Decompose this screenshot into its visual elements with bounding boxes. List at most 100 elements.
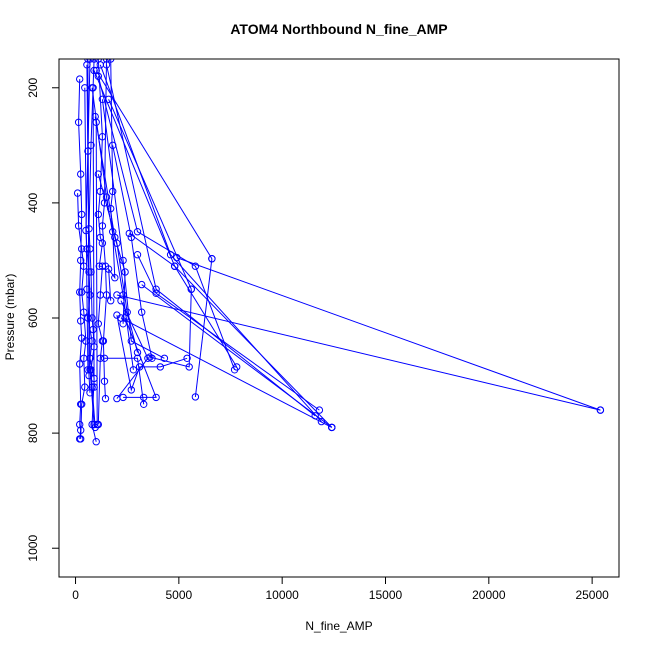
data-point <box>152 393 160 402</box>
x-axis: 0 5000 10000 15000 20000 25000 <box>72 577 609 602</box>
series-line <box>120 317 333 428</box>
series-line <box>93 70 333 428</box>
series-line <box>116 315 188 392</box>
data-point <box>83 61 91 69</box>
data-point <box>73 189 82 197</box>
data-point <box>133 251 142 259</box>
series-line <box>129 232 238 368</box>
data-point <box>191 393 200 401</box>
data-point <box>152 285 160 293</box>
data-point <box>125 229 134 238</box>
data-point <box>90 66 98 75</box>
data-point <box>74 222 83 230</box>
data-point <box>86 366 94 374</box>
data-point <box>171 262 179 270</box>
y-tick-label: 400 <box>26 193 40 213</box>
series-line <box>137 254 320 411</box>
data-point <box>81 84 89 92</box>
data-point <box>133 348 142 357</box>
series-line <box>95 122 98 425</box>
y-tick-label: 600 <box>26 308 40 328</box>
data-point <box>208 255 216 263</box>
data-point <box>156 363 165 371</box>
data-point <box>102 193 111 201</box>
x-tick-label: 10000 <box>265 588 299 602</box>
data-point <box>113 291 121 299</box>
data-point <box>77 256 85 265</box>
data-point <box>102 291 111 299</box>
data-point <box>99 337 108 345</box>
x-tick-label: 20000 <box>472 588 506 602</box>
data-point <box>102 59 111 63</box>
data-point <box>133 354 142 362</box>
series-line <box>86 64 95 425</box>
data-point <box>91 112 99 121</box>
series-line <box>97 173 138 353</box>
series-line <box>97 59 103 425</box>
data-point <box>104 95 113 104</box>
data-point <box>76 75 84 83</box>
data-point <box>86 389 94 397</box>
chart-title: ATOM4 Northbound N_fine_AMP <box>230 21 447 37</box>
data-point <box>92 66 100 75</box>
x-axis-label: N_fine_AMP <box>305 619 372 633</box>
data-point <box>92 438 100 446</box>
data-point <box>596 406 605 414</box>
data-point <box>127 337 136 345</box>
data-point <box>138 308 146 316</box>
series-line <box>95 70 213 259</box>
data-point <box>76 420 84 429</box>
data-point <box>317 417 326 426</box>
data-point <box>96 187 105 196</box>
data-point <box>133 228 142 236</box>
data-point <box>98 239 107 247</box>
data-point <box>93 420 101 429</box>
data-point <box>148 354 156 362</box>
series-line <box>112 145 153 359</box>
data-point <box>81 383 89 391</box>
series-line <box>77 193 87 439</box>
data-point <box>104 265 113 273</box>
data-point <box>94 170 103 178</box>
data-point <box>84 314 92 322</box>
data-point <box>76 360 84 368</box>
data-point <box>315 406 324 414</box>
data-point <box>183 354 191 362</box>
y-tick-label: 1000 <box>26 535 40 562</box>
data-point <box>78 245 86 253</box>
data-point <box>98 222 107 230</box>
data-point <box>127 386 136 394</box>
y-axis: 200 400 600 800 1000 <box>26 77 59 562</box>
data-point <box>109 187 117 196</box>
x-tick-label: 15000 <box>369 588 403 602</box>
data-point <box>94 210 103 219</box>
data-point <box>185 363 193 371</box>
data-point <box>187 285 196 293</box>
data-point <box>90 420 98 429</box>
series-line <box>101 59 108 399</box>
data-point <box>77 317 85 325</box>
data-point <box>166 251 175 259</box>
data-point <box>107 297 115 305</box>
data-point <box>111 274 119 282</box>
data-point <box>90 59 98 63</box>
series-line <box>88 59 96 428</box>
data-point <box>144 354 152 362</box>
data-point <box>102 61 111 69</box>
data-point <box>119 393 127 402</box>
data-point <box>83 285 91 293</box>
data-point <box>84 366 92 374</box>
series-line <box>108 99 192 290</box>
data-point <box>101 394 110 403</box>
series-line <box>149 289 192 368</box>
series-line <box>176 257 601 411</box>
data-point <box>328 423 336 432</box>
data-point <box>100 377 109 385</box>
data-point <box>100 354 109 362</box>
series-line <box>92 87 95 388</box>
data-point <box>94 320 103 328</box>
series-line <box>116 294 601 411</box>
data-point <box>127 233 136 242</box>
series-line <box>101 99 165 359</box>
